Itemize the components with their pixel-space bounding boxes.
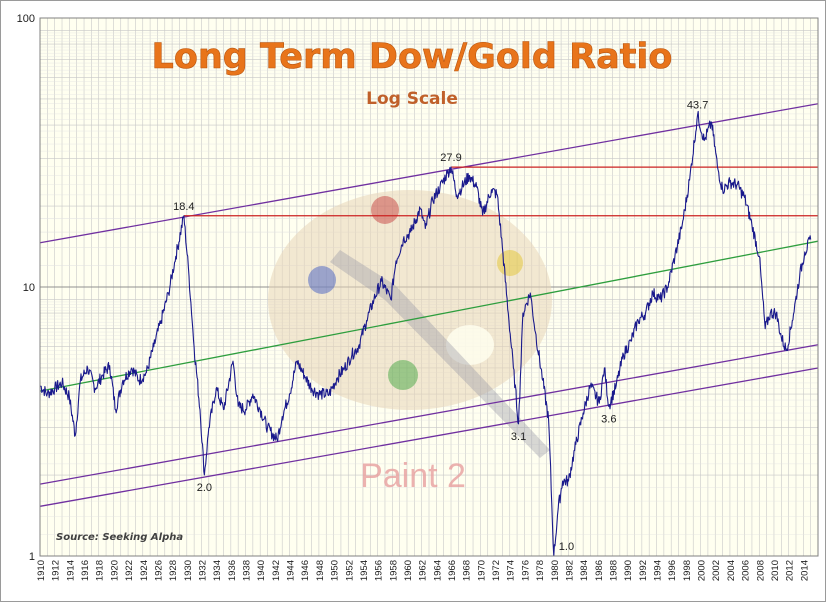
- data-label: 3.1: [511, 431, 526, 443]
- x-tick-label: 2006: [741, 560, 752, 581]
- x-tick-label: 1954: [359, 560, 370, 581]
- x-tick-label: 1980: [550, 560, 561, 581]
- x-tick-label: 1924: [139, 560, 150, 581]
- x-tick-label: 1922: [124, 560, 135, 581]
- x-tick-label: 1910: [36, 560, 47, 581]
- x-tick-label: 1914: [65, 560, 76, 581]
- y-tick-label: 1: [29, 551, 35, 563]
- x-tick-label: 1962: [418, 560, 429, 581]
- trend-line: [39, 344, 819, 485]
- palette-paint-blue: [308, 266, 336, 294]
- data-label: 43.7: [687, 100, 708, 112]
- trend-lines: [39, 103, 819, 507]
- palette-watermark: Paint 2: [268, 190, 552, 495]
- x-tick-label: 1972: [491, 560, 502, 581]
- x-tick-label: 1936: [227, 560, 238, 581]
- x-tick-label: 1976: [520, 560, 531, 581]
- source-label: Source: Seeking Alpha: [56, 532, 183, 543]
- x-tick-label: 2012: [785, 560, 796, 581]
- x-tick-label: 1934: [212, 560, 223, 581]
- y-tick-label: 100: [17, 13, 35, 25]
- x-tick-label: 2004: [726, 560, 737, 581]
- x-tick-label: 1938: [242, 560, 253, 581]
- x-tick-label: 1958: [388, 560, 399, 581]
- palette-paint-red: [371, 196, 399, 224]
- x-tick-label: 1970: [476, 560, 487, 581]
- x-tick-label: 1932: [197, 560, 208, 581]
- x-tick-label: 1994: [653, 560, 664, 581]
- x-tick-label: 1918: [95, 560, 106, 581]
- x-tick-label: 1964: [432, 560, 443, 581]
- trend-line: [39, 103, 819, 244]
- trend-line: [39, 367, 819, 507]
- x-tick-label: 1998: [682, 560, 693, 581]
- x-tick-label: 1960: [403, 560, 414, 581]
- data-label: 3.6: [601, 413, 616, 425]
- dow-gold-series-line: [39, 110, 812, 557]
- x-tick-label: 1992: [638, 560, 649, 581]
- palette-paint-green: [388, 360, 418, 390]
- trend-line: [39, 240, 819, 392]
- palette-paint-yellow: [497, 250, 523, 276]
- x-tick-label: 1916: [80, 560, 91, 581]
- data-label: 27.9: [440, 152, 461, 164]
- x-tick-label: 1988: [608, 560, 619, 581]
- palette-brush: [330, 250, 550, 458]
- x-tick-label: 2002: [711, 560, 722, 581]
- x-tick-label: 1950: [330, 560, 341, 581]
- chart-title: Long Term Dow/Gold Ratio: [152, 37, 673, 77]
- x-tick-label: 1986: [594, 560, 605, 581]
- x-tick-label: 1968: [462, 560, 473, 581]
- x-tick-label: 1952: [344, 560, 355, 581]
- data-label: 18.4: [173, 201, 194, 213]
- x-tick-label: 2000: [697, 560, 708, 581]
- x-tick-label: 2008: [755, 560, 766, 581]
- x-tick-label: 1926: [153, 560, 164, 581]
- x-tick-label: 1930: [183, 560, 194, 581]
- x-tick-label: 2014: [799, 560, 810, 581]
- plot-border: [39, 17, 819, 557]
- chart-subtitle: Log Scale: [366, 89, 458, 109]
- x-tick-label: 1944: [286, 560, 297, 581]
- x-tick-label: 1912: [51, 560, 62, 581]
- watermark-text: Paint 2: [360, 457, 466, 495]
- y-axis: 1 10 100: [17, 13, 35, 563]
- x-tick-label: 1966: [447, 560, 458, 581]
- x-tick-label: 1984: [579, 560, 590, 581]
- x-tick-label: 1942: [271, 560, 282, 581]
- x-tick-label: 1956: [374, 560, 385, 581]
- x-tick-label: 1940: [256, 560, 267, 581]
- x-tick-label: 1928: [168, 560, 179, 581]
- x-tick-label: 1990: [623, 560, 634, 581]
- x-tick-label: 1946: [300, 560, 311, 581]
- x-tick-label: 1978: [535, 560, 546, 581]
- x-tick-label: 1974: [506, 560, 517, 581]
- data-label: 2.0: [197, 482, 212, 494]
- x-tick-label: 2010: [770, 560, 781, 581]
- x-axis: 1910 1912 1914 1916 1918 1920 1922 1924 1926 1928…: [36, 560, 810, 581]
- palette-watermark-hole: [446, 325, 494, 365]
- x-tick-label: 1948: [315, 560, 326, 581]
- x-tick-label: 1982: [564, 560, 575, 581]
- y-tick-label: 10: [23, 282, 35, 294]
- x-tick-label: 1920: [109, 560, 120, 581]
- data-label: 1.0: [559, 541, 574, 553]
- series: [39, 110, 812, 557]
- x-tick-label: 1996: [667, 560, 678, 581]
- annotations: 18.4 2.0 27.9 3.1 1.0 3.6 43.7: [173, 100, 708, 553]
